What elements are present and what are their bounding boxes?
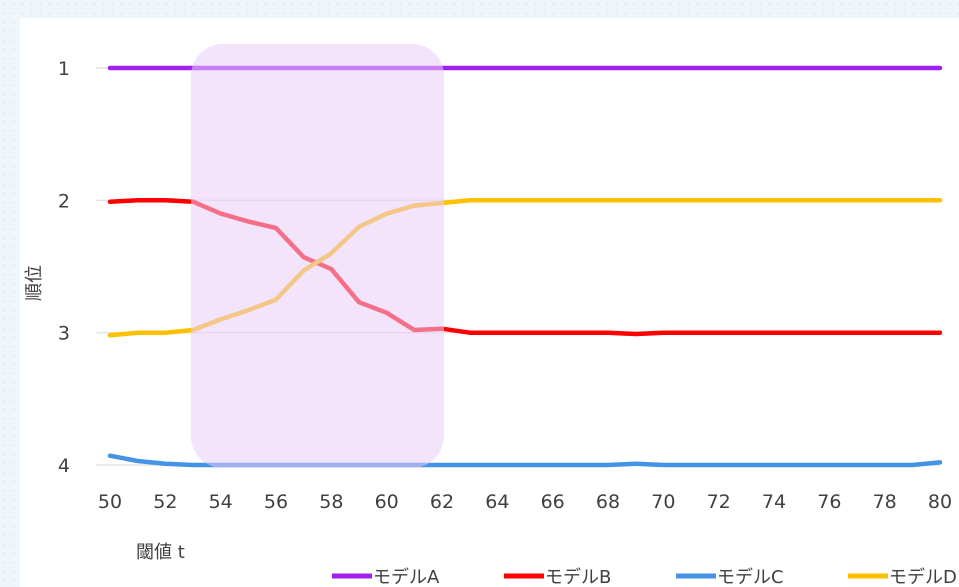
x-tick-label: 70 bbox=[651, 491, 675, 513]
x-tick-label: 68 bbox=[596, 491, 620, 513]
highlight-region bbox=[191, 44, 444, 468]
x-tick-label: 54 bbox=[209, 491, 233, 513]
y-tick-label: 3 bbox=[58, 323, 70, 345]
x-tick-label: 80 bbox=[928, 491, 952, 513]
x-tick-label: 66 bbox=[541, 491, 565, 513]
x-tick-label: 60 bbox=[375, 491, 399, 513]
x-tick-label: 64 bbox=[485, 491, 509, 513]
chart-panel: 1 2 3 4 50 52 54 56 58 60 62 64 66 68 70 72 74 76 78 80 順位 … bbox=[20, 18, 959, 587]
x-tick-label: 76 bbox=[817, 491, 841, 513]
legend-label: モデルC bbox=[717, 567, 784, 587]
legend-label: モデルB bbox=[545, 567, 611, 587]
y-tick-label: 2 bbox=[58, 190, 70, 212]
y-tick-label: 4 bbox=[58, 455, 70, 477]
y-axis-title: 順位 bbox=[24, 265, 45, 301]
tick-labels: 1 2 3 4 50 52 54 56 58 60 62 64 66 68 70 72 74 76 78 80 bbox=[58, 58, 952, 513]
legend-label: モデルD bbox=[889, 567, 957, 587]
x-axis-title: 閾値 t bbox=[136, 542, 185, 563]
highlight-band bbox=[191, 44, 444, 468]
y-tick-label: 1 bbox=[58, 58, 70, 80]
x-tick-label: 72 bbox=[707, 491, 731, 513]
legend: モデルA モデルB モデルC モデルD bbox=[332, 567, 957, 587]
x-tick-label: 52 bbox=[153, 491, 177, 513]
x-tick-label: 56 bbox=[264, 491, 288, 513]
x-tick-label: 78 bbox=[873, 491, 897, 513]
legend-label: モデルA bbox=[373, 567, 440, 587]
x-tick-label: 58 bbox=[319, 491, 343, 513]
x-tick-label: 74 bbox=[762, 491, 786, 513]
x-tick-label: 62 bbox=[430, 491, 454, 513]
x-tick-label: 50 bbox=[98, 491, 122, 513]
